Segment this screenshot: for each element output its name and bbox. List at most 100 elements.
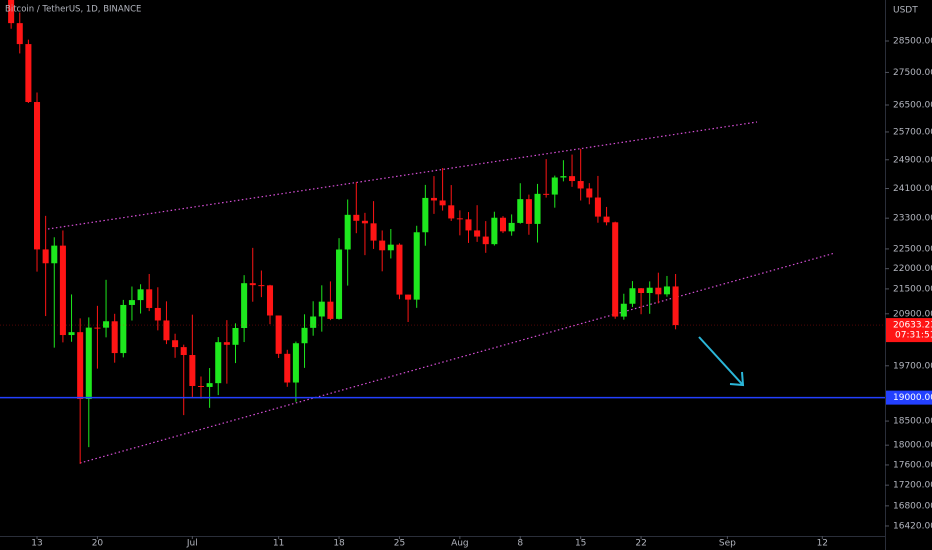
candle-body	[292, 343, 299, 383]
candle-body	[189, 355, 196, 386]
candle-body	[525, 199, 532, 224]
candle-body	[85, 327, 92, 400]
candle-body	[77, 332, 84, 400]
y-tick-label: 18000.00	[893, 441, 932, 451]
candle-body	[68, 332, 75, 336]
candle-body	[275, 315, 282, 354]
y-tick-label: 26500.00	[893, 100, 932, 110]
candle-body	[284, 353, 291, 383]
candle-body	[42, 249, 49, 264]
candle-body	[103, 321, 110, 328]
candle-body	[59, 245, 66, 336]
candle-body	[327, 301, 334, 319]
candle-body	[586, 188, 593, 198]
x-tick-label: 18	[333, 539, 345, 549]
y-tick-label: 27500.00	[893, 68, 932, 78]
x-tick-label: 15	[575, 539, 586, 549]
arrow	[698, 336, 745, 387]
x-tick-label: 22	[635, 539, 646, 549]
x-tick-label: 20	[92, 539, 104, 549]
candle-body	[223, 342, 230, 345]
candle-body	[499, 217, 507, 232]
y-tick-label: 28500.00	[893, 37, 932, 47]
candle-body	[266, 285, 274, 316]
x-tick-label: 25	[394, 539, 405, 549]
candle-body	[517, 199, 524, 223]
candle-body	[543, 193, 550, 195]
chart-title: Bitcoin / TetherUS, 1D, BINANCE	[5, 5, 141, 15]
plot-area	[8, 0, 836, 464]
last-price-box	[886, 318, 932, 343]
candle-body	[310, 316, 317, 328]
candle-body	[620, 303, 627, 317]
trend-line	[79, 252, 836, 464]
candle-body	[16, 23, 23, 45]
candle-body	[569, 176, 576, 182]
y-tick-label: 16420.00	[893, 521, 932, 531]
y-tick-label: 22000.00	[893, 264, 932, 274]
candle-body	[197, 385, 204, 387]
candle-body	[111, 321, 118, 354]
countdown-label: 07:31:51	[895, 331, 932, 341]
candle-body	[560, 176, 567, 178]
y-tick-label: 20900.00	[893, 309, 932, 319]
candle-body	[258, 285, 265, 287]
candle-body	[25, 44, 32, 103]
candle-body	[128, 300, 135, 305]
x-tick-label: Jul	[186, 539, 198, 549]
y-tick-label: 25700.00	[893, 127, 932, 137]
y-axis-label: USDT	[893, 6, 918, 16]
candle-body	[491, 217, 498, 245]
y-tick-label: 22500.00	[893, 244, 932, 254]
candle-body	[154, 307, 161, 321]
candle-body	[465, 219, 472, 231]
candle-body	[577, 181, 584, 189]
candle-body	[241, 283, 248, 329]
candle-body	[474, 230, 481, 237]
candle-body	[206, 383, 213, 387]
candle-body	[396, 244, 403, 295]
candle-body	[508, 222, 515, 232]
candle-body	[379, 240, 386, 251]
candle-body	[534, 193, 541, 224]
arrow-shaft	[698, 336, 743, 385]
candle-body	[336, 249, 343, 319]
candle-body	[551, 177, 558, 195]
candle-body	[94, 327, 101, 329]
candle-body	[120, 304, 127, 354]
candle-body	[301, 327, 308, 344]
y-tick-label: 17600.00	[893, 460, 932, 470]
candle-body	[51, 245, 58, 264]
candle-body	[172, 340, 179, 348]
candle-body	[232, 328, 239, 345]
candle-body	[146, 289, 153, 308]
horizontal-line-label: 19000.00	[893, 393, 932, 403]
candle-body	[361, 220, 368, 224]
candle-body	[629, 288, 636, 304]
candle-body	[215, 342, 222, 384]
candle-body	[456, 218, 463, 220]
candle-body	[439, 200, 446, 206]
candle-body	[638, 288, 645, 293]
candle-body	[137, 289, 144, 301]
last-price-label: 20633.23	[893, 321, 932, 331]
candle-body	[603, 216, 610, 223]
x-tick-label: 12	[817, 539, 828, 549]
candle-body	[448, 205, 455, 219]
candle-body	[413, 232, 420, 300]
candle-body	[646, 287, 653, 293]
x-tick-label: Sep	[719, 539, 736, 549]
arrow-head	[729, 371, 745, 387]
candle-body	[672, 286, 679, 326]
candle-body	[594, 197, 601, 217]
candle-body	[612, 222, 619, 317]
candle-body	[318, 301, 325, 317]
candle-body	[405, 294, 412, 300]
candle-body	[370, 223, 377, 241]
candle-body	[344, 214, 351, 250]
candle-body	[430, 197, 437, 201]
candle-body	[422, 197, 429, 233]
x-tick-label: 11	[273, 539, 284, 549]
